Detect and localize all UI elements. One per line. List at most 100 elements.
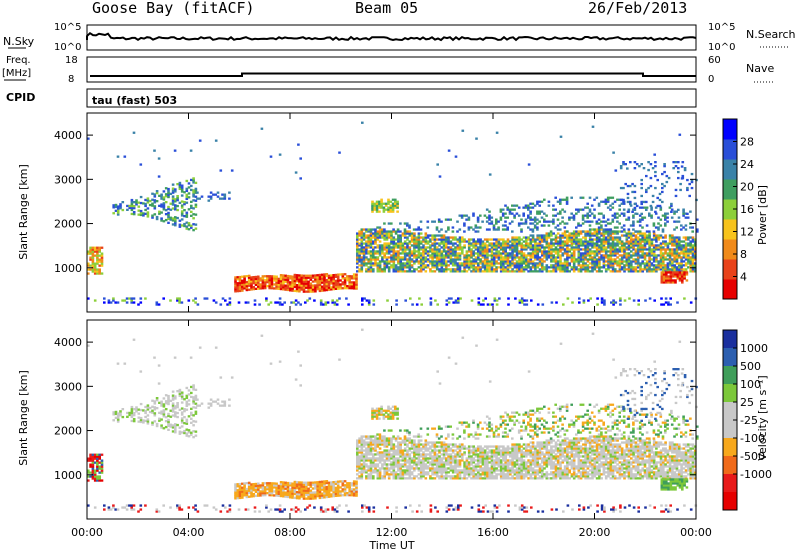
power-cell [511,204,514,207]
power-cell [467,258,471,261]
power-cell [389,206,393,209]
power-cell [511,258,514,261]
power-cell [461,240,464,243]
power-cell [422,260,425,263]
power-cell [372,250,375,253]
power-cell [600,250,603,253]
power-cell [511,230,514,233]
power-cell [556,232,560,235]
power-cell [442,236,446,239]
velocity-cell [367,477,370,480]
velocity-cell [142,421,145,424]
power-cell [529,270,533,273]
power-cell [657,246,660,249]
power-cell [604,238,608,241]
power-cell [371,204,374,207]
velocity-cell [180,393,184,396]
power-cell [550,250,553,253]
power-cell [116,205,120,208]
power-cell [435,226,439,229]
power-cell [397,254,400,257]
power-cell [160,203,163,206]
velocity-cell [282,489,285,492]
power-cell [509,246,512,249]
power-cell [675,236,679,239]
velocity-cell [93,453,97,456]
velocity-cell [365,451,368,454]
velocity-cell [341,482,345,485]
power-cell [577,252,581,255]
velocity-cell [289,492,292,495]
power-cell [547,266,551,269]
power-cell [495,250,498,253]
velocity-cell [360,453,364,456]
power-cell [666,268,670,271]
power-cell [538,250,542,253]
power-cell [394,202,397,205]
power-cell [659,242,663,245]
velocity-cell [171,426,175,429]
velocity-cell [365,465,368,468]
power-cell [659,236,663,239]
power-cell [196,191,199,194]
power-cell [502,248,505,251]
power-cell [529,248,533,251]
power-cell [392,230,396,233]
power-cell [361,299,364,302]
power-cell [442,246,446,249]
power-cell [126,204,129,208]
velocity-cell [171,402,175,405]
power-cell [167,217,170,220]
power-cell [153,199,157,202]
power-cell [687,258,690,261]
power-cell [541,238,544,241]
power-cell [378,202,381,205]
power-cell [600,242,603,245]
power-cell [390,222,393,225]
power-cell [194,191,198,194]
power-cell [495,270,498,273]
velocity-cell [372,447,375,450]
power-cell [603,303,606,306]
power-cell [234,286,237,289]
freq-label-line2: [MHz] [2,68,31,79]
power-cell [116,301,120,304]
velocity-cell [369,465,373,468]
velocity-cell [376,439,380,442]
freq-trace [90,72,696,77]
velocity-cell [378,453,382,456]
power-cell [367,230,370,233]
power-cell [668,234,672,237]
power-cell [305,286,308,289]
power-cell [429,268,432,271]
power-cell [383,264,386,267]
power-cell [625,240,629,243]
power-cell [479,246,482,249]
power-cell [309,278,313,281]
power-cell [682,214,685,217]
power-cell [412,228,416,231]
power-cell [162,220,166,223]
velocity-cell [198,404,201,407]
power-cell [474,240,478,243]
power-cell [687,236,690,239]
power-cell [536,238,539,241]
power-cell [223,197,227,200]
power-cell [687,262,690,265]
power-cell [295,280,299,283]
power-cell [387,248,391,251]
power-cell [247,288,251,291]
power-cell [433,248,437,251]
power-cell [375,206,379,209]
power-cell [180,224,184,227]
power-cell [490,268,494,271]
power-cell [311,280,315,283]
power-cell [187,192,191,195]
nave-label: Nave [746,62,774,75]
power-cell [513,216,516,219]
power-cell [513,258,517,261]
velocity-cell [367,447,370,450]
power-cell [139,195,143,199]
velocity-cell [167,418,170,422]
velocity-cell [135,408,138,411]
